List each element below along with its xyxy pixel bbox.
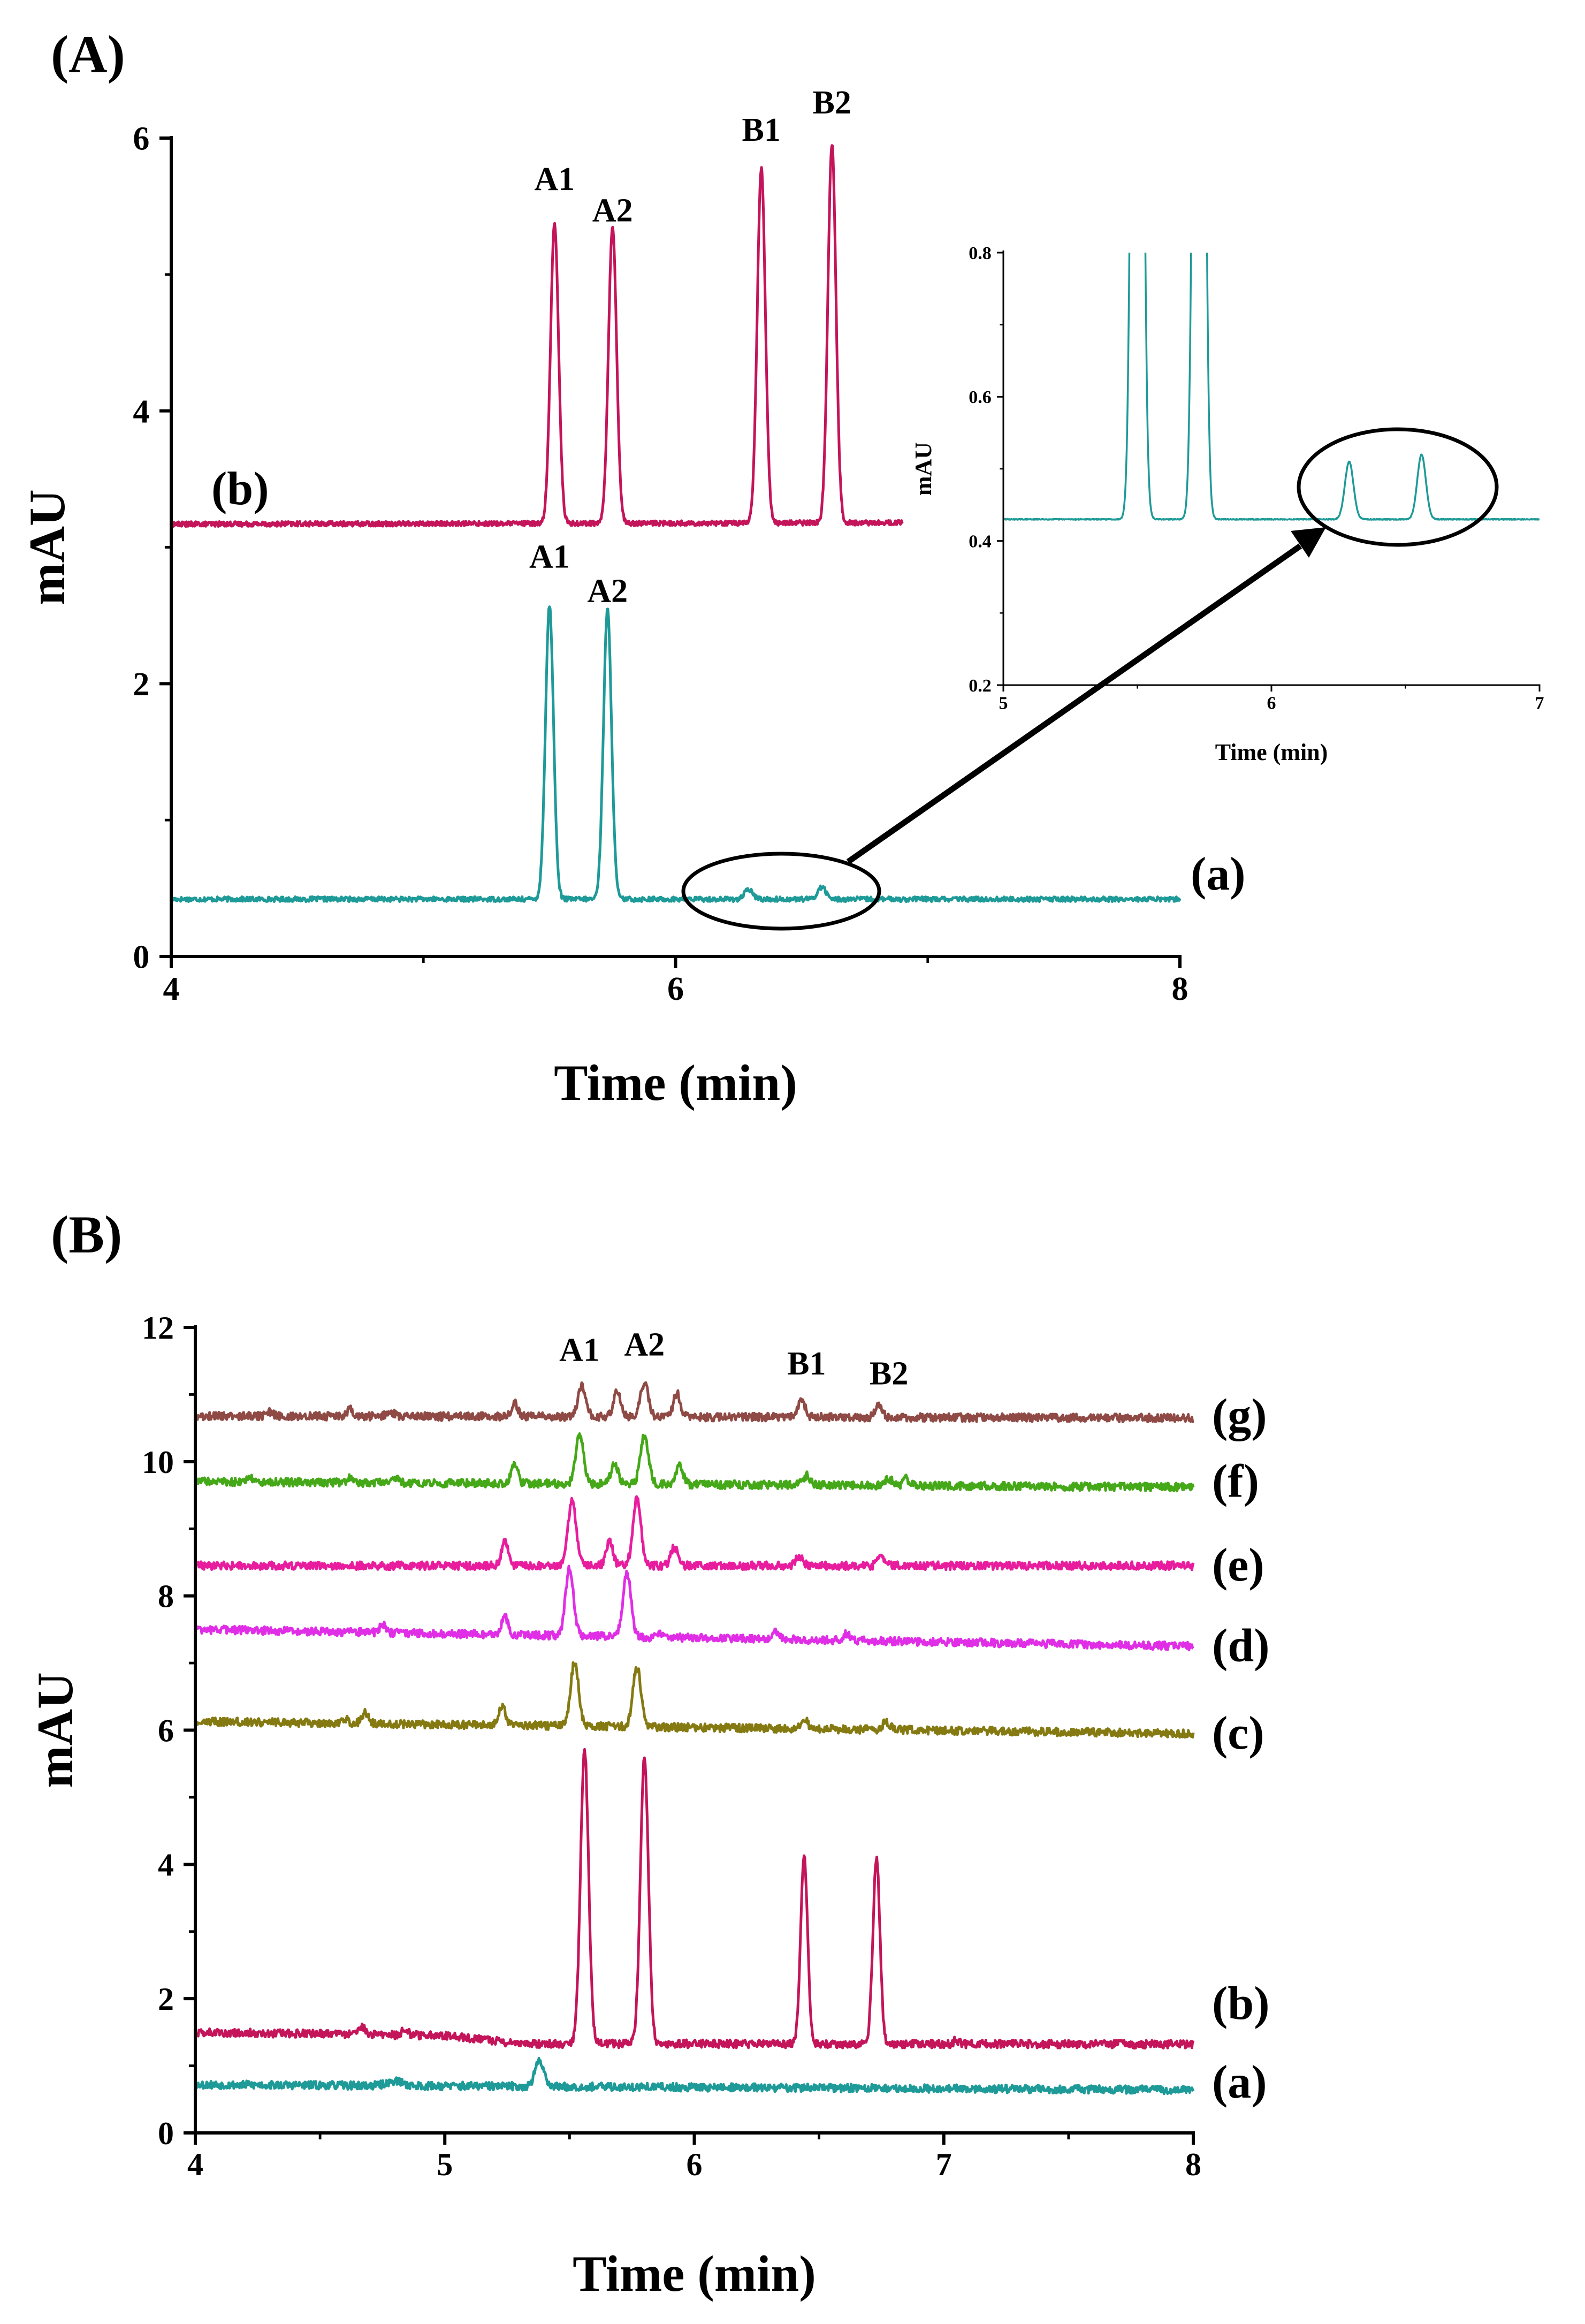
- y-tick-label: 12: [142, 1310, 174, 1346]
- zoom-arrow-line: [846, 543, 1302, 864]
- chart-a-main: 4 6 8 0 2 4 6 Time (min) mAU A1 A2 A1 A2 B1 B2 (a) (b): [19, 85, 1246, 1111]
- traces: [1003, 253, 1540, 521]
- trace-label-b: (b): [1212, 1978, 1270, 2030]
- trace-label-c: (c): [1212, 1707, 1264, 1759]
- chart-a-inset: 5 6 7 0.2 0.4 0.6 0.8 Time (min) mAU: [910, 244, 1544, 765]
- peak-label: A2: [587, 573, 628, 609]
- y-tick-label: 0.8: [969, 244, 992, 263]
- y-tick-label: 10: [142, 1445, 174, 1480]
- x-axis-label: Time (min): [573, 2245, 816, 2302]
- trace-f: [194, 1432, 1195, 1493]
- zoom-annotation: [681, 427, 1499, 931]
- peak-label: B2: [812, 85, 851, 121]
- panel-label-a: (A): [51, 25, 125, 84]
- trace-label-a: (a): [1191, 848, 1246, 900]
- trace-label-g: (g): [1212, 1390, 1267, 1442]
- zoom-ellipse-inset: [1297, 427, 1499, 547]
- trace-g: [194, 1381, 1194, 1424]
- peak-label: A1: [534, 161, 575, 198]
- x-tick-label: 5: [437, 2147, 453, 2182]
- traces: [170, 144, 1182, 903]
- y-tick-label: 4: [133, 393, 149, 430]
- traces: [194, 1381, 1195, 2095]
- trace-label-f: (f): [1212, 1455, 1259, 1507]
- zoom-ellipse-main: [681, 852, 881, 931]
- x-tick-label: 7: [936, 2147, 952, 2182]
- trace-label-e: (e): [1212, 1539, 1264, 1591]
- y-tick-label: 6: [158, 1713, 174, 1749]
- trace-c: [194, 1661, 1195, 1739]
- trace-label-d: (d): [1212, 1620, 1270, 1672]
- peak-label: A1: [529, 539, 570, 575]
- y-tick-label: 0: [158, 2116, 174, 2151]
- x-tick-label: 7: [1535, 693, 1544, 713]
- x-axis-label: Time (min): [1215, 739, 1328, 765]
- peak-label: B1: [787, 1346, 826, 1382]
- x-tick-label: 4: [163, 971, 180, 1007]
- panel-label-b: (B): [51, 1205, 122, 1264]
- trace-d: [194, 1564, 1194, 1652]
- y-tick-label: 8: [158, 1579, 174, 1614]
- y-axis-label: mAU: [27, 1672, 83, 1788]
- x-tick-label: 8: [1185, 2147, 1201, 2182]
- axes: 4 6 8 0 2 4 6: [133, 121, 1188, 1007]
- x-tick-label: 6: [687, 2147, 703, 2182]
- trace-b: [194, 1748, 1195, 2050]
- axes: 5 6 7 0.2 0.4 0.6 0.8: [969, 244, 1544, 713]
- x-tick-label: 4: [187, 2147, 203, 2182]
- y-tick-label: 0.2: [969, 676, 992, 696]
- trace-label-b: (b): [211, 463, 269, 515]
- trace-a: [194, 2056, 1195, 2095]
- y-tick-label: 0.4: [969, 532, 992, 552]
- peak-label: A1: [559, 1332, 600, 1369]
- x-tick-label: 5: [999, 693, 1008, 713]
- axes: 4 5 6 7 8 0 2 4 6 8 10 12: [142, 1310, 1201, 2182]
- y-tick-label: 2: [158, 1981, 174, 2017]
- peak-label: A2: [624, 1327, 665, 1363]
- peak-label: B2: [870, 1356, 908, 1392]
- trace-label-a: (a): [1212, 2056, 1267, 2108]
- x-axis-label: Time (min): [554, 1054, 797, 1111]
- trace-b: [170, 144, 904, 528]
- y-tick-label: 0.6: [969, 388, 992, 407]
- y-tick-label: 4: [158, 1847, 174, 1882]
- peak-label: B1: [742, 112, 781, 148]
- y-tick-label: 6: [133, 121, 149, 157]
- trace-a: [170, 605, 1182, 903]
- x-tick-label: 6: [1267, 693, 1276, 713]
- zoom-arrow-head: [1291, 527, 1326, 558]
- chart-b-main: 4 5 6 7 8 0 2 4 6 8 10 12 Time (min) mAU A1 A2 B1 B2 (g) (f…: [27, 1310, 1270, 2302]
- peak-label: A2: [592, 192, 633, 229]
- y-tick-label: 0: [133, 939, 149, 976]
- x-tick-label: 8: [1172, 971, 1188, 1007]
- y-axis-label: mAU: [910, 442, 936, 496]
- trace-a: [1003, 253, 1540, 521]
- y-axis-label: mAU: [19, 489, 75, 605]
- trace-e: [194, 1495, 1195, 1571]
- y-tick-label: 2: [133, 666, 149, 703]
- x-tick-label: 6: [667, 971, 684, 1007]
